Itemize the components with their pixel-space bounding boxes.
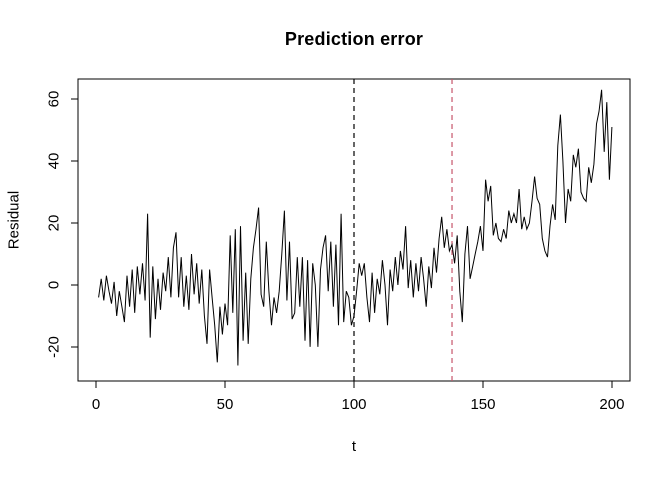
- y-tick-label: 0: [45, 280, 63, 290]
- x-tick-label: 50: [216, 396, 234, 413]
- residual-line: [98, 89, 613, 366]
- y-tick-label: 20: [45, 214, 63, 232]
- x-tick-label: 100: [341, 396, 367, 413]
- x-tick-label: 200: [599, 396, 625, 413]
- x-tick-label: 150: [470, 396, 496, 413]
- x-axis-label: t: [351, 438, 357, 455]
- y-tick-label: 60: [45, 90, 63, 108]
- x-tick-label: 0: [91, 396, 101, 413]
- y-tick-label: 40: [45, 152, 63, 170]
- y-tick-label: -20: [45, 336, 63, 358]
- chart-title: Prediction error: [284, 29, 424, 49]
